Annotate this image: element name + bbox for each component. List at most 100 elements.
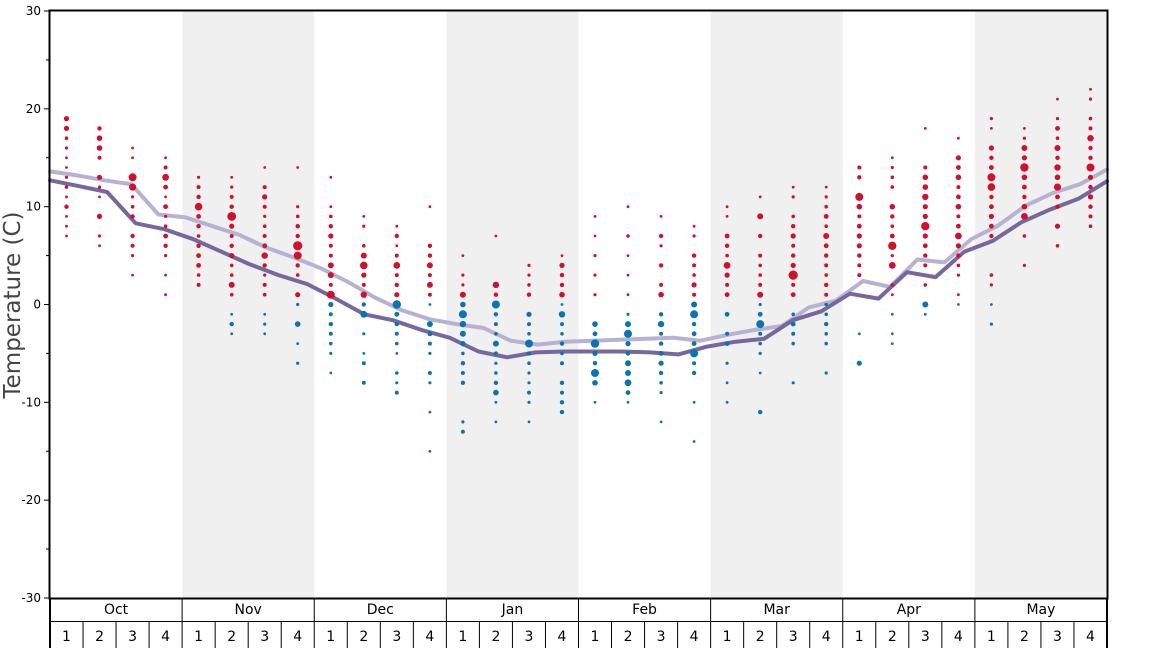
warm-dot [758,195,762,199]
warm-dot [96,213,103,219]
warm-dot [229,204,234,209]
cold-dot [394,331,399,336]
cold-dot [230,332,234,336]
warm-dot [64,204,69,209]
cold-dot [758,371,762,375]
cold-dot [625,370,631,376]
cold-dot [758,409,763,415]
lower-trend-line [48,178,1109,360]
warm-dot [989,273,994,277]
warm-dot [791,224,796,229]
upper-trend-line [48,167,1109,347]
cold-dot [459,320,467,328]
cold-dot [625,390,631,395]
cold-dot [824,341,828,346]
warm-dot [229,263,234,268]
cold-dot [494,400,498,404]
cold-dot [395,381,399,385]
cold-dot [824,332,828,336]
warm-dot [196,185,201,190]
warm-dot [461,254,465,257]
warm-dot [262,263,267,268]
warm-dot [725,282,730,287]
warm-dot [824,292,829,297]
warm-dot [229,234,234,238]
warm-dot [329,214,333,219]
warm-dot [130,204,135,209]
warm-dot [790,292,796,298]
warm-dot [626,234,630,238]
warm-dot [626,293,630,297]
cold-dot [361,380,366,385]
warm-dot [956,165,961,170]
warm-dot [295,224,300,229]
cold-dot [791,341,795,346]
week-label: 1 [326,629,335,645]
cold-dot [526,311,532,317]
warm-dot [890,283,895,287]
y-tick-label: -10 [21,395,41,409]
month-label: Oct [104,602,129,618]
cold-dot [690,349,699,358]
cold-dot [527,381,531,385]
warm-dot [692,273,696,277]
cold-dot [659,331,664,336]
warm-dot [955,203,962,210]
warm-dot [989,117,994,121]
warm-dot [723,262,731,269]
week-label: 4 [1086,629,1095,645]
cold-dot [725,400,729,404]
cold-dot [625,360,631,367]
week-label: 3 [260,629,269,645]
warm-dot [791,243,796,248]
cold-dot [692,361,697,366]
cold-dot [294,321,301,327]
warm-dot [128,173,137,182]
warm-dot [64,136,69,140]
cold-dot [791,331,796,336]
warm-dot [921,222,930,231]
y-tick-label: 0 [33,298,41,312]
week-label: 3 [789,629,798,645]
warm-dot [362,224,366,228]
warm-dot [1088,204,1093,209]
cold-dot [890,342,894,345]
month-label: Feb [632,602,657,618]
warm-dot [559,291,565,298]
warm-dot [990,126,993,130]
warm-dot [857,214,862,219]
cold-dot [592,321,598,327]
warm-dot [393,262,401,269]
warm-dot [1022,263,1026,267]
cold-dot [395,341,399,346]
warm-dot [626,254,630,257]
cold-dot [691,370,697,376]
warm-dot [692,234,696,238]
warm-dot [559,282,565,288]
warm-dot [955,243,962,249]
warm-dot [923,126,927,130]
y-tick-label: -30 [21,591,41,605]
warm-dot [328,253,333,258]
cold-dot [527,400,531,404]
cold-dot [491,300,500,309]
warm-dot [791,185,795,189]
warm-dot [131,195,135,199]
warm-dot [890,185,895,189]
cold-dot [459,330,466,337]
warm-dot [263,166,267,169]
warm-dot [593,293,597,297]
warm-dot [129,183,137,191]
warm-dot [394,292,400,298]
cold-dot [890,312,894,316]
cold-dot [624,379,632,387]
warm-dot [724,233,730,239]
warm-dot [196,243,201,248]
cold-dot [229,321,234,327]
warm-dot [327,262,334,269]
warm-dot [1088,214,1093,219]
warm-dot [329,205,333,209]
cold-dot [460,371,465,375]
warm-dot [229,273,234,277]
